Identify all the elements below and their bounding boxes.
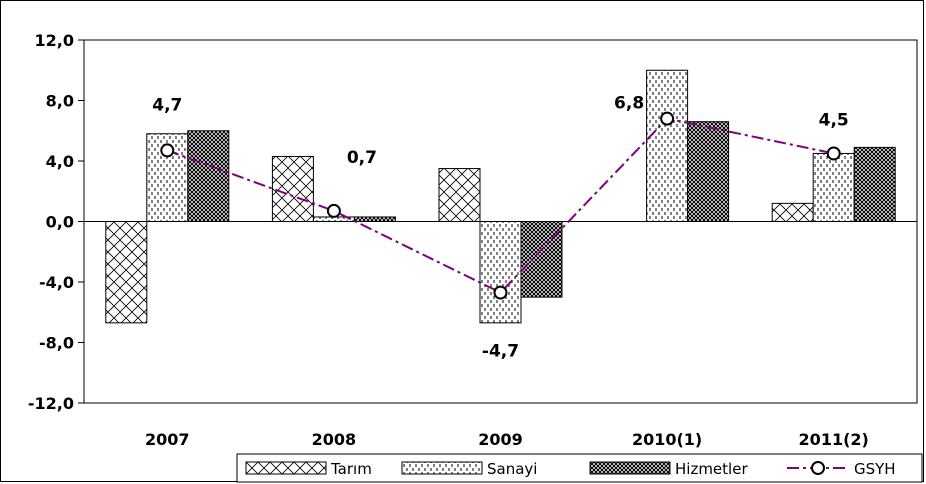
y-tick-label: 0,0 [46, 213, 74, 232]
point-gsyh [826, 146, 841, 161]
plot-area: 12,0 8,0 4,0 0,0 -4,0 -8,0 -12,0 2007 2008 2009 20… [28, 31, 918, 449]
bar-hizmetler-2010-1 [687, 121, 730, 222]
data-label: 4,7 [152, 95, 182, 115]
bar-tarim-2007 [105, 221, 148, 324]
bar-hizmetler-2009 [520, 221, 563, 298]
bar-hizmetler-2008 [353, 216, 396, 222]
legend-label: Tarım [330, 460, 372, 478]
data-label: 6,8 [614, 94, 644, 114]
x-tick-label: 2007 [145, 430, 190, 449]
data-label: -4,7 [482, 342, 519, 362]
bar-hizmetler-2007 [187, 130, 230, 222]
point-gsyh [326, 203, 341, 218]
bar-tarim-2009 [438, 168, 481, 222]
point-gsyh [160, 143, 175, 158]
x-tick-label: 2011(2) [799, 430, 869, 449]
legend-box [236, 453, 923, 483]
x-tick-label: 2008 [312, 430, 357, 449]
legend-swatch-hizmetler [589, 461, 671, 475]
data-label: 0,7 [347, 148, 377, 168]
y-tick-label: -4,0 [39, 273, 74, 292]
x-tick-label: 2009 [478, 430, 523, 449]
legend-swatch-sanayi [401, 461, 483, 475]
bar-hizmetler-2011-2 [853, 146, 896, 222]
bar-tarim-2011-2 [771, 202, 814, 223]
y-tick-label: -8,0 [39, 334, 74, 353]
y-tick-label: 8,0 [46, 92, 74, 111]
data-label: 4,5 [819, 110, 849, 130]
bar-sanayi-2009 [479, 221, 522, 324]
bar-sanayi-2011-2 [812, 152, 855, 222]
y-tick-label: 12,0 [35, 31, 74, 50]
x-tick-label: 2010(1) [632, 430, 702, 449]
y-tick-label: -12,0 [28, 394, 74, 413]
legend: Tarım Sanayi Hizmetler GSYH [236, 453, 923, 483]
legend-swatch-tarim [245, 461, 327, 475]
legend-marker-gsyh [811, 461, 825, 475]
y-tick-label: 4,0 [46, 152, 74, 171]
bar-sanayi-2010-1 [646, 69, 689, 222]
legend-label: GSYH [854, 460, 896, 478]
point-gsyh [493, 285, 508, 300]
legend-label: Sanayi [487, 460, 537, 478]
legend-label: Hizmetler [675, 460, 748, 478]
bar-tarim-2008 [271, 155, 314, 222]
point-gsyh [660, 111, 675, 126]
